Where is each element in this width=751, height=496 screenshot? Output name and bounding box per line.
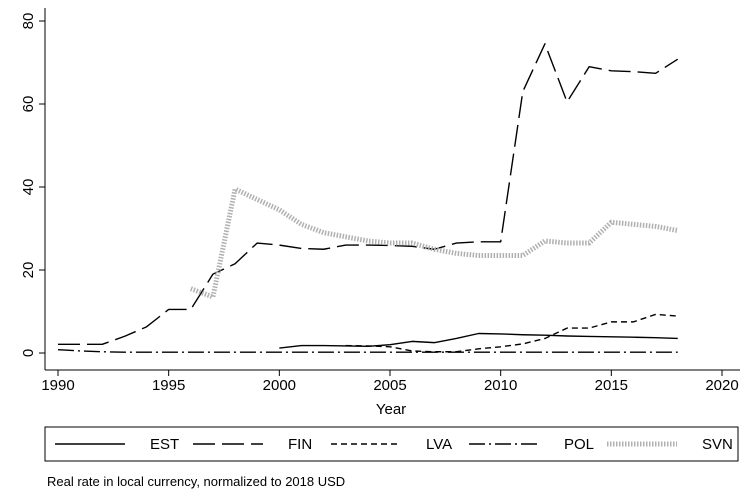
legend-label: SVN [702, 436, 733, 453]
x-tick-label: 2000 [263, 377, 296, 394]
y-tick-label: 80 [20, 13, 37, 30]
legend-label: POL [564, 436, 594, 453]
series-line [345, 313, 678, 353]
x-tick-label: 2010 [484, 377, 517, 394]
y-tick-label: 40 [20, 179, 37, 196]
x-tick-label: 1990 [41, 377, 74, 394]
legend-label: LVA [426, 436, 452, 453]
x-tick-label: 2015 [595, 377, 628, 394]
legend-box [44, 426, 739, 462]
series-line [189, 186, 679, 300]
note: Real rate in local currency, normalized … [47, 474, 345, 489]
x-axis-label: Year [376, 401, 406, 418]
series-line [58, 43, 679, 345]
legend-label: EST [150, 436, 179, 453]
series-line [279, 332, 678, 349]
y-tick-label: 0 [20, 349, 37, 357]
x-tick-label: 1995 [152, 377, 185, 394]
x-tick-label: 2005 [373, 377, 406, 394]
y-tick-label: 60 [20, 96, 37, 113]
series-line [57, 348, 678, 353]
x-tick-label: 2020 [705, 377, 738, 394]
y-tick-label: 20 [20, 262, 37, 279]
legend-label: FIN [288, 436, 312, 453]
